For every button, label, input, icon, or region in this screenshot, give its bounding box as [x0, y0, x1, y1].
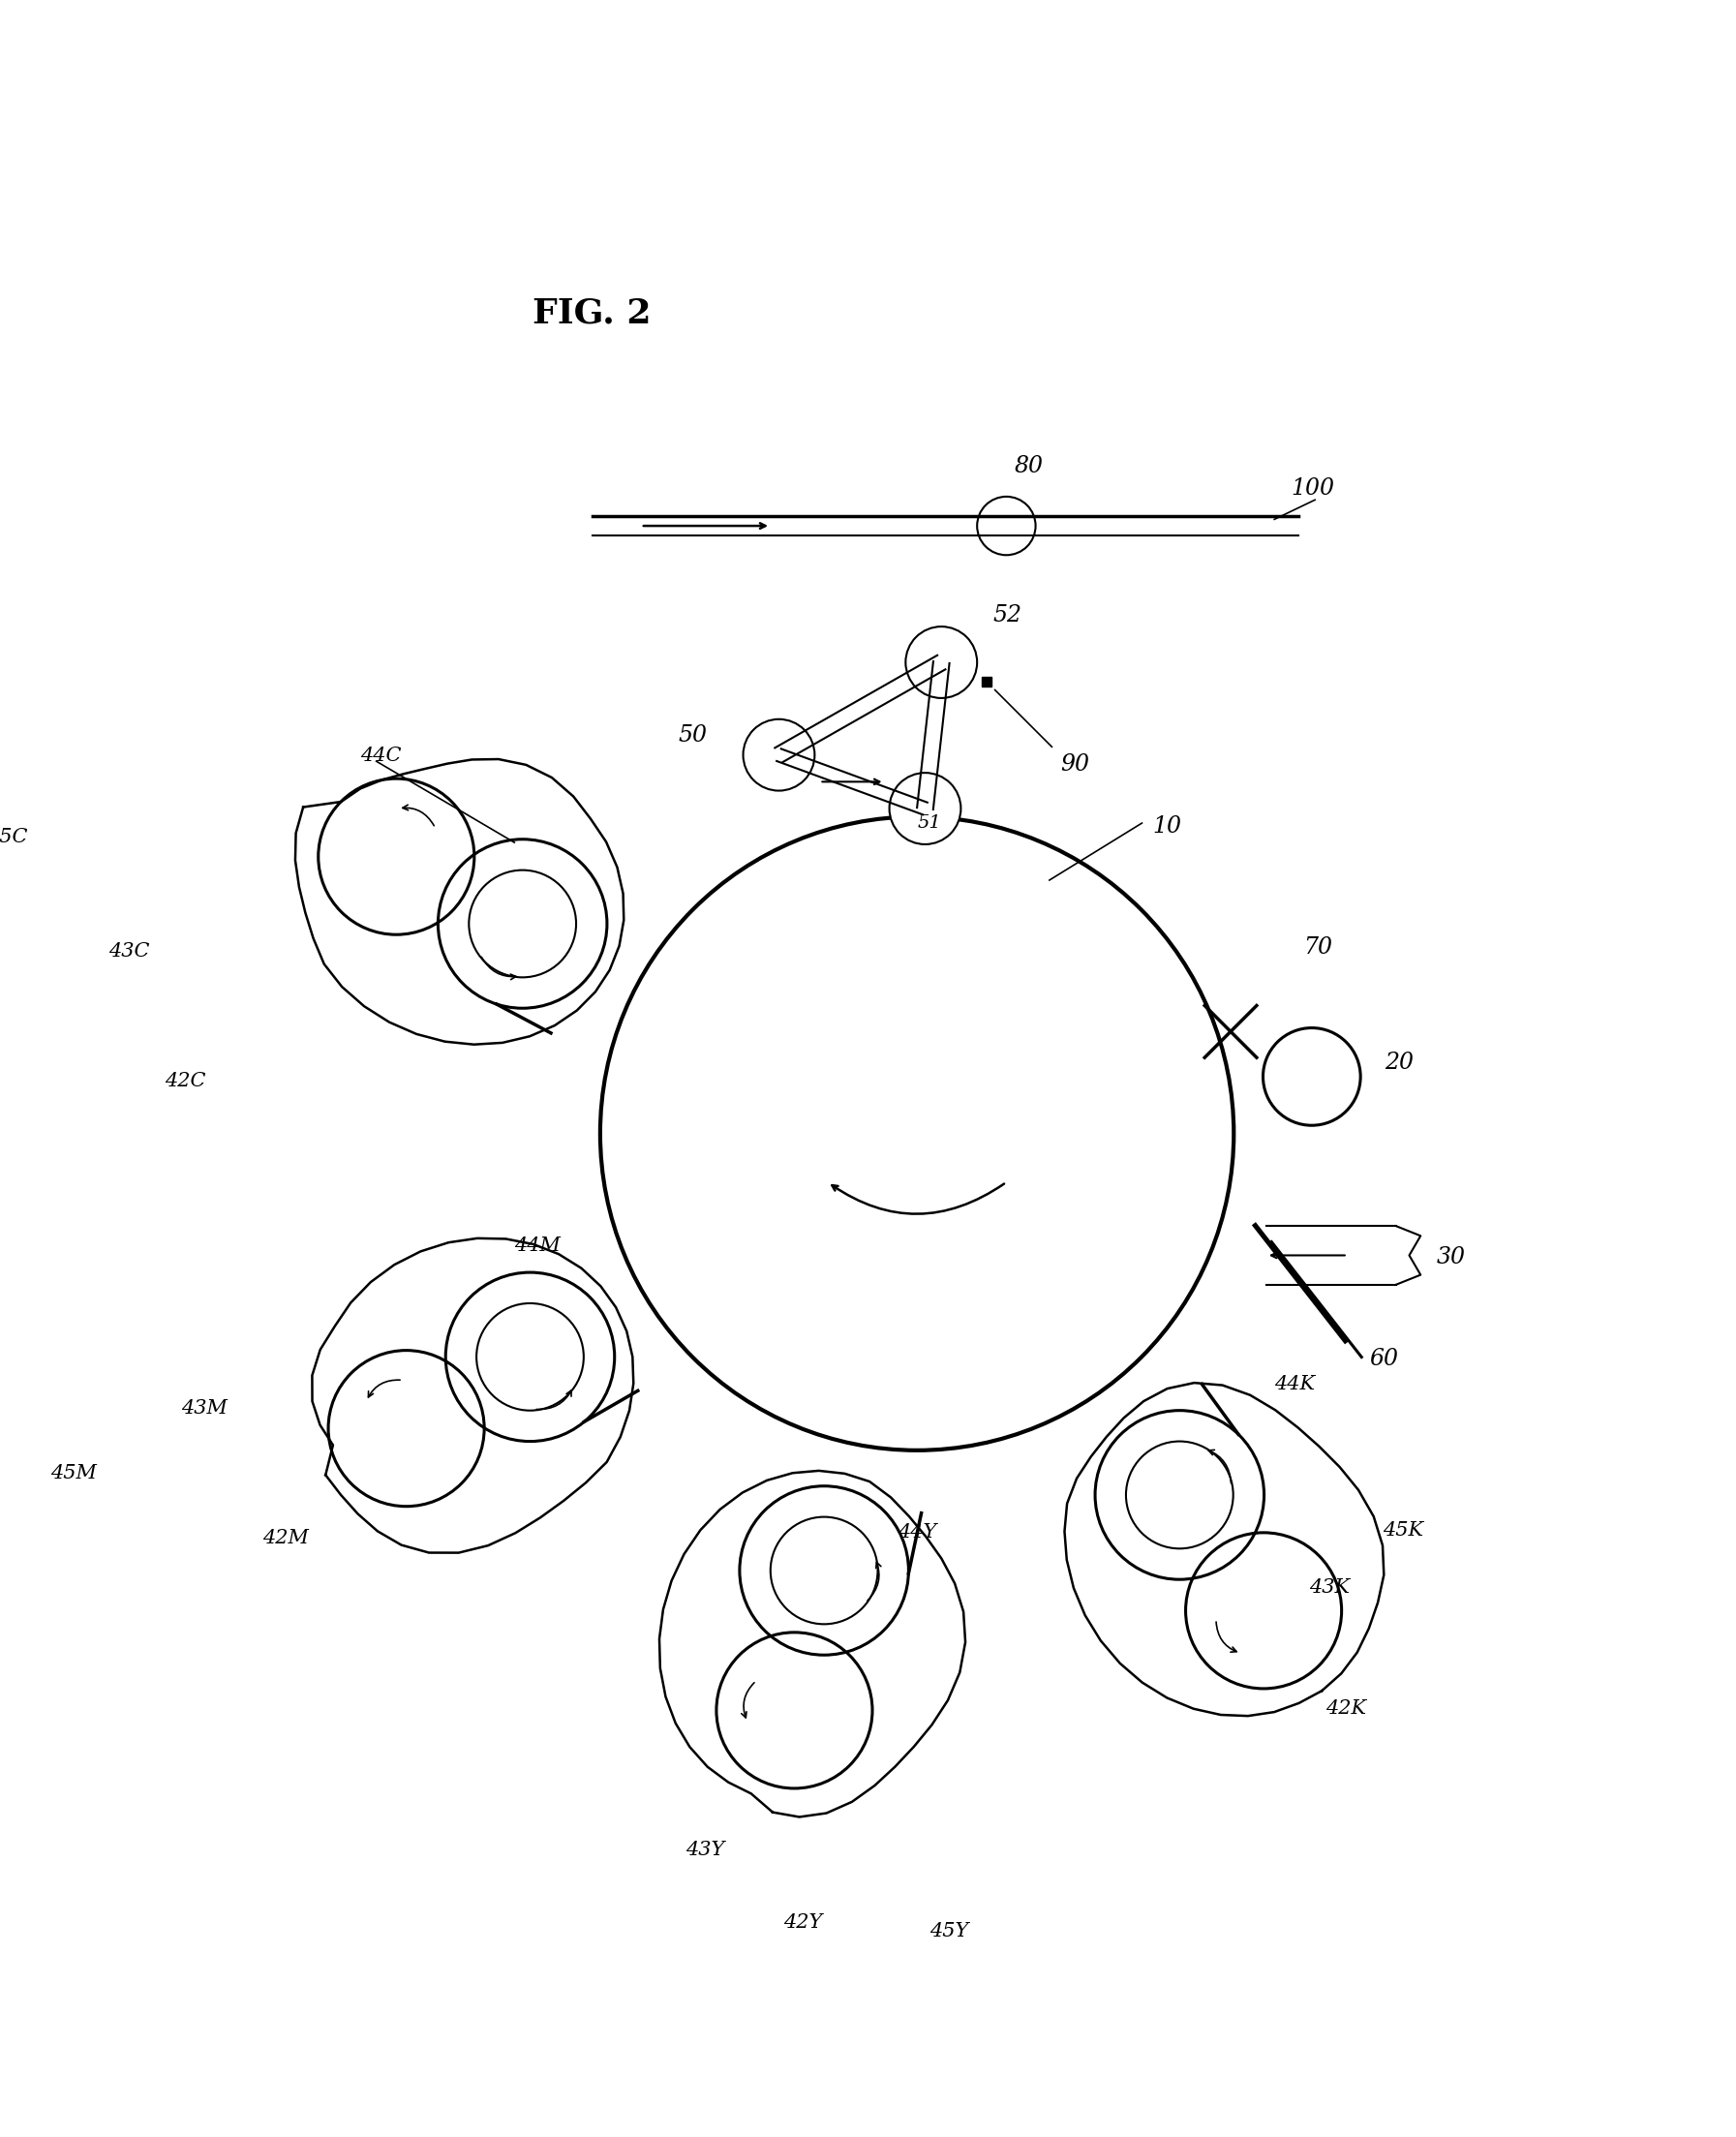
Text: 30: 30: [1437, 1246, 1465, 1267]
Text: 51: 51: [917, 814, 941, 831]
Text: 100: 100: [1290, 477, 1335, 500]
Text: 50: 50: [679, 724, 707, 746]
Text: 10: 10: [1153, 816, 1182, 838]
Text: 42M: 42M: [262, 1530, 309, 1547]
Circle shape: [743, 720, 814, 791]
Text: 60: 60: [1370, 1348, 1399, 1370]
Text: FIG. 2: FIG. 2: [533, 297, 651, 329]
Circle shape: [977, 496, 1036, 556]
Text: 42K: 42K: [1326, 1699, 1366, 1718]
Circle shape: [906, 626, 977, 699]
Circle shape: [889, 774, 960, 844]
Text: 45C: 45C: [0, 827, 28, 846]
Text: 20: 20: [1385, 1051, 1413, 1073]
Text: 43K: 43K: [1309, 1577, 1351, 1596]
Text: 45K: 45K: [1382, 1522, 1424, 1539]
Text: 70: 70: [1304, 936, 1333, 957]
Text: 43M: 43M: [181, 1400, 227, 1417]
Text: 80: 80: [1014, 455, 1043, 477]
Text: 42C: 42C: [165, 1071, 207, 1090]
Text: 44Y: 44Y: [898, 1524, 936, 1543]
Text: 45Y: 45Y: [930, 1921, 969, 1940]
Text: 44M: 44M: [514, 1237, 561, 1254]
Text: 43C: 43C: [108, 942, 149, 960]
Text: 44C: 44C: [359, 746, 401, 765]
Text: 43Y: 43Y: [686, 1840, 726, 1859]
Text: 42Y: 42Y: [783, 1913, 823, 1932]
Text: 90: 90: [1061, 754, 1088, 776]
Text: 44K: 44K: [1274, 1374, 1314, 1393]
Text: 45M: 45M: [50, 1464, 97, 1483]
Text: 52: 52: [993, 605, 1023, 626]
